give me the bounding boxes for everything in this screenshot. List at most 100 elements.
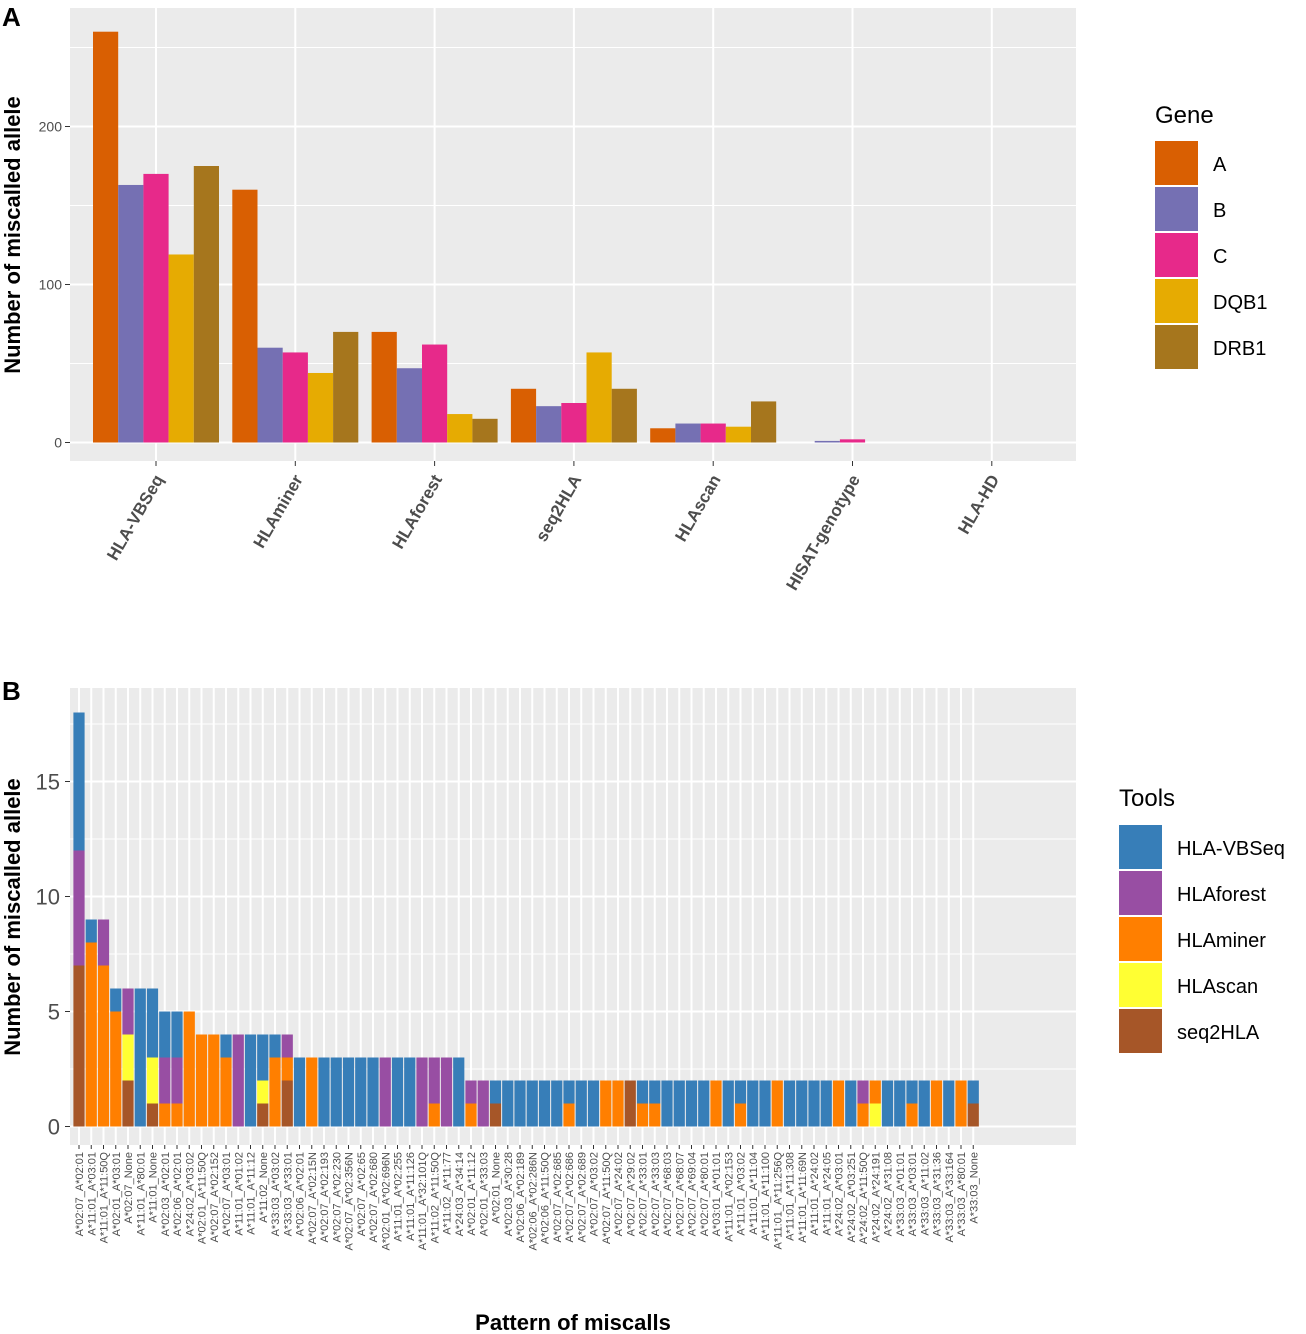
panel-b-bar-segment-hla-vbseq (171, 1011, 183, 1058)
panel-b-x-tick-label: A*11:01_A*80:01 (135, 1152, 147, 1236)
panel-b-bar-segment-hlaminer (771, 1080, 783, 1127)
panel-b-legend-label: HLAscan (1177, 976, 1258, 998)
panel-b-x-tick-label: A*11:01_None (148, 1152, 160, 1223)
panel-b-bar-segment-hla-vbseq (453, 1057, 465, 1127)
panel-b-x-tick-label: A*11:01_A*11:12 (246, 1152, 258, 1235)
panel-a-bar-b-hlaminer (257, 347, 283, 443)
panel-a-bar-b-hlaforest (396, 368, 422, 443)
panel-b-x-tick-label: A*02:07_A*33:01 (638, 1152, 650, 1236)
panel-b-bar-segment-hla-vbseq (367, 1057, 379, 1127)
panel-b-bar-segment-hlaminer (269, 1057, 281, 1127)
panel-b-x-tick-label: A*24:02_A*03:251 (846, 1152, 858, 1243)
panel-b-x-tick-label: A*02:01_A*33:03 (478, 1152, 490, 1236)
panel-b-bar-segment-hla-vbseq (391, 1057, 404, 1127)
panel-b-bar-segment-hlaforest (428, 1057, 440, 1104)
panel-b-bar-segment-seq2hla (624, 1080, 636, 1127)
panel-b-x-tick-label: A*11:01_A*24:05 (821, 1152, 833, 1236)
panel-b-x-tick-label: A*02:03_A*30:28 (503, 1152, 515, 1236)
panel-b-bar-segment-hla-vbseq (244, 1034, 257, 1127)
panel-b-bar-segment-hlaminer (600, 1080, 612, 1127)
panel-b-bar-segment-hlaminer (710, 1080, 722, 1127)
panel-b-x-tick-label: A*11:02_A*11:50Q (429, 1152, 441, 1244)
panel-b-bar-segment-hlaminer (281, 1057, 293, 1081)
panel-b-x-tick-label: A*24:02_A*03:02 (184, 1152, 196, 1236)
panel-b-x-tick-label: A*33:03_A*03:02 (270, 1152, 282, 1236)
panel-b-bar-segment-hla-vbseq (575, 1080, 587, 1127)
panel-b-bar-segment-hlaminer (171, 1103, 183, 1127)
panel-a-y-axis-title: Number of miscalled allele (0, 96, 25, 374)
panel-b-x-tick-label: A*02:01_A*02:696N (380, 1152, 392, 1251)
panel-b-bar-segment-hlaminer (955, 1080, 967, 1127)
panel-b-bar-segment-hlascan (146, 1057, 159, 1104)
panel-b-x-axis-title: Pattern of miscalls (475, 1310, 671, 1334)
panel-a-x-ticks: HLA-VBSeq HLAminer HLAforest seq2HLA HLAscan… (103, 461, 1003, 594)
panel-a-x-tick-label: HLAforest (389, 471, 447, 552)
panel-b-x-tick-label: A*02:07_A*02:01 (74, 1152, 86, 1236)
panel-b-bar-segment-hla-vbseq (134, 988, 146, 1127)
panel-b-x-tick-label: A*24:02_A*31:08 (883, 1152, 895, 1236)
panel-b-bar-segment-hlaminer (306, 1057, 318, 1127)
panel-b-bar-segment-hlaforest (477, 1080, 489, 1127)
panel-b-bar-segment-hlaminer (649, 1103, 661, 1127)
panel-a-legend-label: DRB1 (1213, 338, 1266, 360)
panel-b-bar-segment-hla-vbseq (783, 1080, 796, 1127)
panel-b-bar-segment-hla-vbseq (293, 1057, 306, 1127)
panel-b-legend-key-hlaminer (1119, 917, 1162, 961)
panel-a-y-tick-label: 200 (39, 119, 63, 135)
panel-b-bar-segment-seq2hla (257, 1103, 269, 1127)
panel-b-legend-key-hlaforest (1119, 871, 1162, 915)
panel-a-bar-dqb1-hlaforest (447, 414, 473, 443)
panel-b-x-tick-label: A*02:07_A*02:356N (344, 1152, 356, 1251)
panel-b-bar-segment-hla-vbseq (796, 1080, 808, 1127)
panel-b-x-tick-label: A*11:01_A*11:50Q (99, 1152, 111, 1244)
panel-b-x-tick-label: A*33:03_A*11:02 (919, 1152, 931, 1236)
panel-b-letter: B (2, 676, 21, 706)
panel-b-bar-segment-hla-vbseq (563, 1080, 575, 1104)
panel-b-x-tick-label: A*11:01_A*03:01 (86, 1152, 98, 1236)
panel-b-x-tick-label: A*02:07_A*80:01 (699, 1152, 711, 1236)
panel-b-bar-segment-hla-vbseq (906, 1080, 918, 1104)
panel-a-bar-b-hlascan (675, 423, 701, 443)
panel-a-legend-label: C (1213, 246, 1227, 268)
panel-b-bar-segment-hla-vbseq (342, 1057, 355, 1127)
panel-b-bar-segment-hlaforest (465, 1080, 477, 1104)
panel-b-x-tick-label: A*11:01_A*11:126 (405, 1152, 417, 1241)
panel-a-bar-a-hlaminer (232, 189, 258, 443)
panel-a-legend-label: A (1213, 154, 1227, 176)
panel-a-bar-c-hla-vbseq (143, 173, 169, 443)
panel-b-bar-segment-hla-vbseq (673, 1080, 685, 1127)
panel-a-bar-b-hisat-genotype (814, 440, 840, 443)
panel-b-bar-segment-hlaminer (930, 1080, 943, 1127)
panel-a-bar-a-hlascan (650, 428, 676, 443)
panel-b-x-tick-label: A*11:01_A*11:308 (785, 1152, 797, 1241)
panel-b-x-tick-label: A*02:06_A*02:01 (172, 1152, 184, 1236)
panel-b-bar-segment-hla-vbseq (146, 988, 159, 1058)
panel-a-bar-drb1-hlaforest (472, 418, 498, 443)
panel-b-bar-segment-hla-vbseq (747, 1080, 759, 1127)
panel-b-bar-segment-hla-vbseq (85, 919, 97, 943)
panel-b-x-tick-label: A*02:06_A*02:189 (515, 1152, 527, 1243)
panel-b-bar-segment-hla-vbseq (698, 1080, 710, 1127)
panel-b-x-tick-label: A*11:01_A*02:153 (723, 1152, 735, 1242)
panel-b-bar-segment-hlaminer (869, 1080, 881, 1104)
panel-b-x-tick-label: A*02:07_A*02:689 (576, 1152, 588, 1243)
panel-b-x-tick-label: A*02:03_A*02:01 (160, 1152, 172, 1236)
panel-b-x-tick-label: A*11:01_A*24:02 (809, 1152, 821, 1236)
panel-a-y-tick-label: 0 (54, 435, 62, 451)
panel-b-legend-key-seq2hla (1119, 1009, 1162, 1053)
panel-b-y-tick-label: 10 (36, 885, 60, 910)
panel-b-x-tick-label: A*02:01_A*11:50Q (197, 1152, 209, 1245)
panel-b-bar-segment-hlaminer (220, 1057, 232, 1127)
panel-a-bars (93, 31, 866, 443)
panel-b-bar-segment-hla-vbseq (587, 1080, 600, 1127)
panel-b-x-tick-label: A*02:07_A*29:02 (625, 1152, 637, 1236)
panel-b-x-tick-label: A*11:01_A*11:69N (797, 1152, 809, 1243)
panel-b-x-tick-label: A*02:06_A*02:01 (295, 1152, 307, 1236)
panel-b-x-tick-label: A*02:01_None (491, 1152, 503, 1224)
panel-b-bar-segment-hla-vbseq (845, 1080, 857, 1127)
panel-b-legend-key-hla-vbseq (1119, 825, 1162, 869)
panel-a-bar-drb1-seq2hla (611, 388, 637, 443)
panel-b-bar-segment-hla-vbseq (722, 1080, 734, 1127)
panel-b-x-tick-label: A*33:03_A*33:01 (282, 1152, 294, 1236)
panel-b-bar-segment-hla-vbseq (73, 712, 85, 851)
